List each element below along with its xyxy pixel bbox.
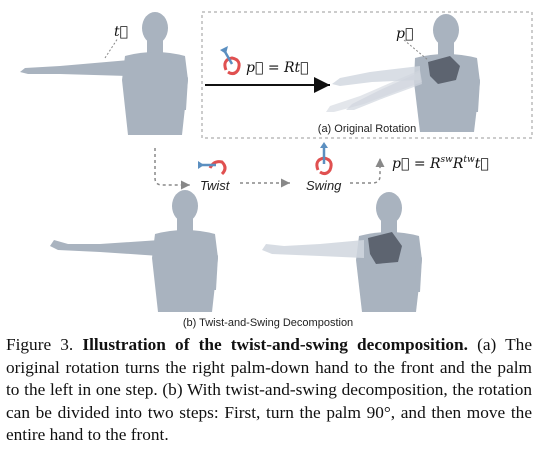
t-vector-label: t⃗	[114, 24, 128, 40]
equation-original: p⃗ = Rt⃗	[246, 60, 309, 76]
flow-arrow-1	[154, 148, 190, 190]
p-vector-label: p⃗	[396, 26, 413, 42]
swing-icon	[315, 142, 333, 176]
panel-b-caption: (b) Twist-and-Swing Decompostion	[183, 317, 353, 329]
caption-prefix: Figure 3.	[6, 335, 83, 354]
svg-text:p⃗ = RswRtwt⃗: p⃗ = RswRtwt⃗	[392, 155, 489, 172]
panel-a-caption: (a) Original Rotation	[318, 123, 416, 135]
mannequin-rotated	[326, 14, 480, 132]
rotation-icon	[220, 46, 241, 76]
flow-arrow-3	[350, 158, 385, 184]
mannequin-original	[20, 12, 188, 135]
twist-icon	[198, 160, 227, 176]
panel-a-box	[201, 11, 533, 139]
figure-caption: Figure 3. Illustration of the twist-and-…	[6, 334, 532, 447]
mannequin-twisted	[50, 190, 218, 312]
p-vector-pointer	[403, 39, 429, 61]
equation-decomposition: p⃗ = RswRtwt⃗	[392, 155, 489, 172]
twist-label: Twist	[200, 178, 231, 193]
caption-body: (a) The original rotation turns the righ…	[6, 335, 532, 445]
t-vector-pointer	[104, 37, 119, 59]
mannequin-swung	[262, 192, 422, 312]
caption-title: Illustration of the twist-and-swing deco…	[82, 335, 468, 354]
swing-label: Swing	[306, 178, 342, 193]
twist-swing-figure: t⃗ p⃗ = Rt⃗ p⃗ (a) Original Rotation Twi…	[20, 11, 533, 329]
